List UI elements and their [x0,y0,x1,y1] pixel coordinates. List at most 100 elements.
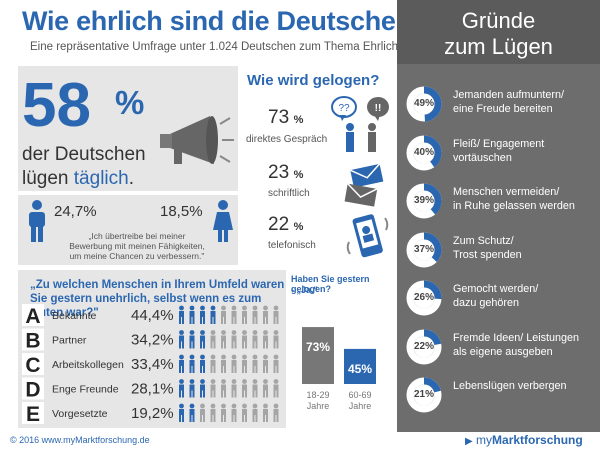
bubble-exclaim: !! [375,103,382,114]
reason-item: 39% Menschen vermeiden/in Ruhe gelassen w… [405,182,595,226]
person-empty [252,305,258,324]
person-empty [273,403,279,422]
row-letter: D [25,379,40,402]
row-letter: C [25,354,40,377]
donut-hole [413,287,435,309]
reason-item: 21% Lebenslügen verbergen [405,376,595,420]
quote-line2: Bewerbung mit meinen Fähigkeiten, [69,241,205,251]
age-bar [344,348,376,384]
person-empty [231,403,237,422]
row-letter-box [22,402,44,424]
reason-label-line: Menschen vermeiden/ [453,186,560,198]
headline-line1: der Deutschen [22,144,146,165]
reason-percent: 49% [413,98,434,109]
quote-line3: um meine Chancen zu verbessern." [69,251,205,261]
reasons-header [397,0,600,64]
reason-label-line: eine Freude bereiten [453,103,553,115]
age-group-label: 18-29 [306,390,329,400]
headline-unit: % [115,84,145,121]
reason-item: 40% Fleiß/ Engagement vortäuschen [405,134,595,178]
person-empty [273,354,279,373]
method-phone-value: 22 [268,214,290,235]
method-talk-label: direktes Gespräch [246,134,328,145]
person-empty [252,403,258,422]
footer [0,432,600,450]
reason-donut [406,280,442,316]
gender-quote: „Ich übertreibe bei meiner Bewerbung mit… [62,231,212,261]
row-value: 44,4% [131,307,174,324]
person-empty [252,379,258,398]
person-empty [242,403,247,422]
reason-donut [406,377,442,413]
person-filled [179,330,184,349]
reason-item: 49% Jemanden aufmuntern/eine Freude berei… [405,85,595,129]
reason-label: Lebenslügen verbergen [453,379,598,393]
row-letter-box [22,304,44,326]
reason-item: 26% Gemocht werden/dazu gehören [405,279,595,323]
methods-title: Wie wird gelogen? [247,72,380,89]
person-empty [210,403,216,422]
method-written-label: schriftlich [268,188,310,199]
headline-line2-suffix: . [128,168,134,189]
person-empty [221,305,226,324]
male-percent: 24,7% [54,203,97,220]
reason-percent: 40% [413,146,434,158]
donut-slice [406,329,442,364]
donut-slice [406,377,442,413]
person-empty [252,354,258,373]
person-filled [200,379,205,398]
row-category: Enge Freunde [52,384,119,396]
person-empty [273,330,279,349]
male-icon [29,200,45,242]
row-category: Arbeitskollegen [52,359,124,371]
reason-label-line: Gemocht werden/ [453,283,539,295]
person-filled [189,379,195,398]
person-filled [179,379,184,398]
headline-line2: lügen täglich. [22,167,146,191]
donut-slice [406,86,442,122]
person-empty [221,330,226,349]
person-filled [200,354,205,373]
age-bar-label: 45% [348,362,372,376]
reason-percent: 39% [413,195,434,206]
age-bar-label: 73% [306,340,330,354]
age-bar [302,327,334,384]
reason-label: Fremde Ideen/ Leistungen als eigene ausge… [453,331,598,359]
reason-label-line: als eigene ausgeben [453,345,553,358]
row-value: 19,2% [131,405,174,422]
row-value: 34,2% [131,332,174,349]
person-empty [210,354,216,373]
row-category: Bekannte [52,310,97,322]
person-empty [231,330,237,349]
copyright: © 2016 www.myMarktforschung.de [10,435,150,445]
reason-percent: 26% [413,292,434,303]
reason-label: Fleiß/ Engagement vortäuschen [453,137,598,165]
megaphone-icon [160,116,234,164]
person-empty [221,379,226,398]
reasons-title-line1: Gründe [461,8,536,33]
people-bar-chart: A Bekannte 44,4% B Partner 34,2% C Arbeitskolle… [22,304,279,426]
donut-slice [406,232,442,267]
reason-label-line: Fremde Ideen/ Leistungen [453,331,580,344]
page-title: Wie ehrlich sind die Deutschen? [22,6,429,36]
female-icon [213,200,233,242]
donut-hole [413,384,435,406]
question-text: „Zu welchen Menschen in Ihrem Umfeld war… [30,279,285,319]
reason-label: Jemanden aufmuntern/eine Freude bereiten [453,88,598,116]
method-phone-label: telefonisch [268,240,316,251]
person-empty [210,379,216,398]
person-empty [210,330,216,349]
person-filled [189,330,195,349]
reason-donut [406,86,442,122]
headline-line2-prefix: lügen [22,168,74,189]
donut-hole [413,336,435,357]
method-phone: 22 % [268,214,303,236]
reason-label-line: dazu gehören [453,297,520,309]
person-filled [189,354,195,373]
method-written: 23 % [268,162,303,184]
envelope-icon [344,163,384,207]
reason-donut [406,329,442,364]
reason-label-line: Fleiß/ Engagement [453,137,545,150]
reason-item: 22% Fremde Ideen/ Leistungen als eigene au… [405,328,595,372]
method-talk: 73 % [268,107,303,129]
